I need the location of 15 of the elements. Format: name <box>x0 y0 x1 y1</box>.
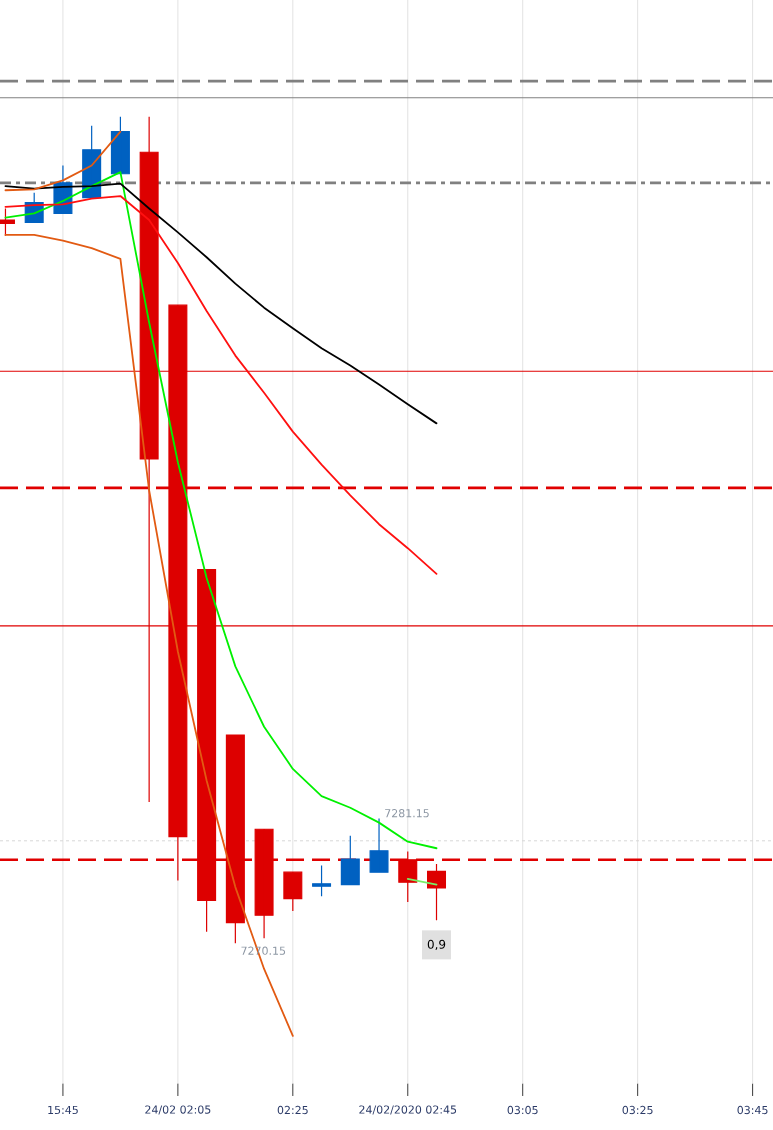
candlestick <box>283 871 303 912</box>
candlestick <box>312 865 332 897</box>
candlestick <box>427 863 447 921</box>
x-tick-label: 03:45 <box>737 1105 768 1115</box>
x-tick-label: 02:25 <box>277 1105 308 1115</box>
x-tick-label: 03:05 <box>507 1105 538 1115</box>
candlestick <box>110 116 130 175</box>
candlestick <box>369 817 389 873</box>
x-tick-label: 24/02/2020 02:45 <box>359 1105 457 1115</box>
annotation: 7281.15 <box>385 809 429 818</box>
x-tick-label: 15:45 <box>48 1105 78 1115</box>
x-tick-label: 03:25 <box>622 1105 653 1115</box>
annotation: 0,9 <box>427 939 446 951</box>
candlestick <box>340 835 360 886</box>
x-tick-label: 24/02 02:05 <box>145 1105 211 1115</box>
